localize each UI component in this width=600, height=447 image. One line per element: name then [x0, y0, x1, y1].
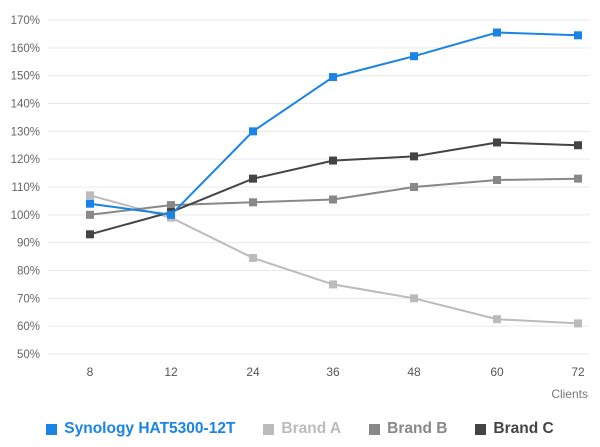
- data-point: [86, 199, 94, 208]
- data-point: [86, 210, 94, 219]
- line-chart-plot: 50% 60% 70% 80% 90% 100% 110% 120% 130% 140% 150% 1…: [11, 15, 590, 401]
- data-point: [410, 152, 418, 161]
- y-tick-label: 170%: [11, 15, 40, 27]
- data-point: [574, 141, 582, 150]
- series-brand-a: [86, 191, 582, 328]
- data-point: [410, 294, 418, 303]
- data-point: [410, 52, 418, 61]
- data-point: [493, 315, 501, 324]
- x-axis-label: Clients: [551, 387, 588, 401]
- data-point: [329, 156, 337, 165]
- data-point: [493, 176, 501, 185]
- y-tick-label: 160%: [11, 43, 40, 55]
- series-synology-hat5300-12t: [86, 28, 582, 219]
- legend-swatch: [369, 423, 381, 435]
- legend: Synology HAT5300-12T Brand A Brand B Brand …: [0, 414, 600, 444]
- data-point: [574, 31, 582, 40]
- data-point: [249, 198, 257, 207]
- y-tick-label: 70%: [17, 293, 40, 305]
- data-point: [329, 280, 337, 289]
- data-point: [249, 174, 257, 183]
- y-axis-ticks: 50% 60% 70% 80% 90% 100% 110% 120% 130% 140% 150% 1…: [11, 15, 40, 361]
- data-point: [249, 127, 257, 136]
- legend-label: Brand B: [387, 420, 448, 437]
- legend-label: Synology HAT5300-12T: [64, 420, 236, 437]
- data-point: [86, 230, 94, 239]
- y-tick-label: 80%: [17, 266, 40, 278]
- y-tick-label: 60%: [17, 321, 40, 333]
- legend-swatch: [263, 423, 275, 435]
- legend-swatch: [475, 423, 487, 435]
- x-tick-label: 48: [407, 365, 421, 379]
- data-point: [167, 201, 175, 210]
- y-tick-label: 130%: [11, 126, 40, 138]
- series-brand-b: [86, 174, 582, 219]
- series-line: [89, 141, 579, 236]
- x-tick-label: 12: [164, 365, 178, 379]
- x-tick-label: 36: [326, 365, 340, 379]
- x-axis-ticks: 8 12 24 36 48 60 72: [87, 365, 585, 379]
- legend-item[interactable]: Brand B: [369, 420, 447, 438]
- y-tick-label: 120%: [11, 154, 40, 166]
- y-tick-label: 100%: [11, 210, 40, 222]
- x-tick-label: 8: [87, 365, 94, 379]
- data-point: [410, 183, 418, 191]
- data-point: [574, 174, 582, 183]
- data-point: [329, 73, 337, 82]
- data-point: [574, 319, 582, 328]
- legend-item[interactable]: Brand C: [475, 420, 554, 438]
- y-tick-label: 90%: [17, 238, 40, 250]
- legend-label: Brand C: [493, 420, 554, 437]
- series: [86, 28, 582, 328]
- data-point: [167, 210, 175, 219]
- data-point: [493, 28, 501, 37]
- data-point: [249, 253, 257, 262]
- legend-item[interactable]: Synology HAT5300-12T: [46, 420, 235, 438]
- x-tick-label: 60: [490, 365, 504, 379]
- y-tick-label: 150%: [11, 71, 40, 83]
- legend-item[interactable]: Brand A: [263, 420, 341, 438]
- data-point: [329, 195, 337, 204]
- data-point: [86, 191, 94, 200]
- y-tick-label: 110%: [11, 182, 40, 194]
- series-brand-c: [86, 138, 582, 239]
- x-tick-label: 24: [246, 365, 260, 379]
- x-tick-label: 72: [571, 365, 585, 379]
- legend-swatch: [46, 423, 58, 435]
- legend-label: Brand A: [281, 420, 342, 437]
- data-point: [493, 138, 501, 147]
- y-tick-label: 140%: [11, 99, 40, 111]
- y-tick-label: 50%: [17, 349, 40, 361]
- grid: [48, 19, 590, 355]
